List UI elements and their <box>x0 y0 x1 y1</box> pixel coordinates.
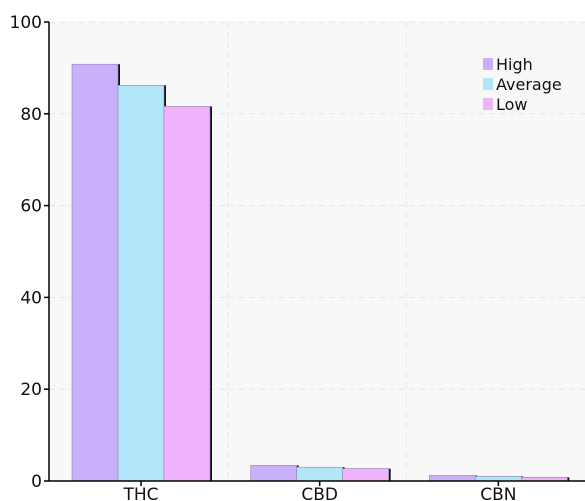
axes <box>48 22 585 482</box>
x-tick-label: CBN <box>480 485 516 501</box>
bar-thc-low <box>163 106 211 482</box>
y-tick-label: 20 <box>20 380 42 400</box>
y-tick-label: 40 <box>20 288 42 308</box>
bar-thc-high <box>71 63 119 482</box>
grid <box>49 21 585 481</box>
legend-swatch-high <box>483 58 493 70</box>
bar-cbd-high <box>250 465 297 482</box>
legend-label-high: High <box>496 55 533 74</box>
x-tick-label: CBD <box>301 485 338 501</box>
y-tick-label: 0 <box>31 472 42 492</box>
bars <box>71 63 570 482</box>
legend-swatch-low <box>483 98 493 110</box>
y-tick-label: 80 <box>20 105 42 125</box>
x-tick-label: THC <box>122 485 158 501</box>
y-tick-label: 60 <box>20 197 42 217</box>
y-ticks: 0 20 40 60 80 100 <box>10 13 49 492</box>
bar-thc-average <box>117 85 165 482</box>
bar-cbd-average <box>296 466 343 482</box>
y-tick-label: 100 <box>10 13 42 33</box>
bar-cbn-high <box>429 475 476 482</box>
bar-cbd-low <box>342 468 389 482</box>
legend-label-average: Average <box>496 75 562 94</box>
legend-swatch-average <box>483 78 493 90</box>
legend-label-low: Low <box>496 95 528 114</box>
x-ticks: THC CBD CBN <box>122 481 516 501</box>
